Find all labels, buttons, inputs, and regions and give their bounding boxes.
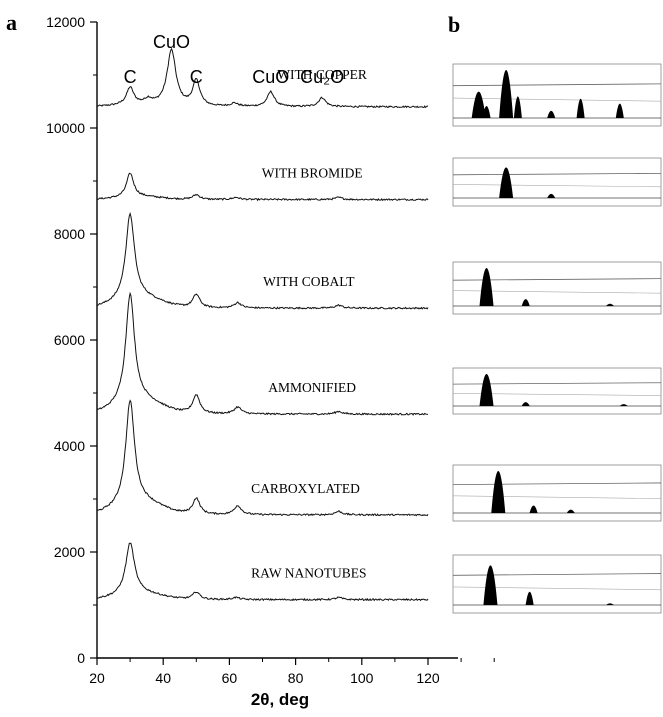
peak-label: Cu₂O [300, 67, 344, 87]
thumbnail-peak [576, 98, 585, 118]
x-tick-label: 20 [89, 670, 105, 686]
series-label: RAW NANOTUBES [251, 566, 366, 581]
series-lines [96, 47, 429, 602]
peak-label: C [190, 67, 203, 87]
thumbnail-trace [452, 83, 662, 87]
thumbnail-frame [452, 464, 662, 522]
thumbnail-trace [452, 482, 662, 485]
peak-label: C [124, 67, 137, 87]
thumbnail-trace [452, 184, 662, 188]
y-tick-label: 4000 [54, 438, 85, 454]
series-label: WITH COBALT [263, 274, 355, 289]
thumbnail-peak [471, 91, 486, 118]
panel-b-label: b [448, 12, 460, 37]
series-line [96, 47, 429, 109]
x-tick-label: 100 [350, 670, 374, 686]
thumbnail-trace [452, 495, 662, 499]
thumbnail-frame [452, 157, 662, 207]
thumbnail-peak [547, 193, 556, 198]
series-line [96, 172, 429, 202]
thumbnail-carboxylated [452, 464, 662, 522]
thumbnail-peak [529, 505, 538, 513]
thumbnail-peak [499, 70, 514, 118]
thumbnail-cobalt [452, 261, 662, 315]
y-tick-label: 2000 [54, 544, 85, 560]
thumbnail-peak [521, 402, 530, 406]
thumbnail-raw [452, 554, 662, 614]
thumbnail-peak [566, 509, 575, 513]
series-labels: WITH COPPER WITH BROMIDE WITH COBALT AMMONI… [251, 67, 367, 581]
series-line [97, 399, 429, 517]
series-label: CARBOXYLATED [251, 481, 360, 496]
series-label: WITH COPPER [277, 67, 367, 82]
thumbnail-peak [615, 103, 624, 118]
thumbnail-peak [491, 471, 506, 513]
y-tick-label: 0 [77, 650, 85, 666]
thumbnail-peak [479, 374, 494, 406]
thumbnail-peak [606, 603, 614, 605]
thumbnail-trace [452, 172, 662, 176]
thumbnail-peak [513, 96, 522, 118]
thumbnail-peak [606, 303, 614, 306]
thumbnail-peak [482, 106, 491, 118]
panel-b-thumbnails [452, 63, 662, 614]
series-line [96, 542, 429, 602]
thumbnail-copper [452, 63, 662, 127]
thumbnail-bromide [452, 157, 662, 207]
xrd-chart: 0 2000 4000 6000 8000 10000 12000 20 40 60 80 100 12… [46, 14, 495, 709]
thumbnail-peak [479, 268, 494, 306]
y-tick-label: 12000 [46, 14, 85, 30]
x-tick-label: 80 [288, 670, 304, 686]
series-label: WITH BROMIDE [262, 166, 363, 181]
x-tick-label: 120 [416, 670, 440, 686]
peak-label: CuO [153, 32, 190, 52]
y-tick-label: 8000 [54, 226, 85, 242]
thumbnail-peak [499, 167, 514, 198]
thumbnail-peak [619, 404, 628, 406]
thumbnail-peak [547, 110, 556, 118]
thumbnail-ammonified [452, 367, 662, 415]
thumbnail-peak [483, 565, 498, 605]
panel-a-label: a [6, 10, 17, 35]
chart-axes: 0 2000 4000 6000 8000 10000 12000 20 40 60 80 100 12… [46, 14, 495, 686]
thumbnail-peak [525, 591, 534, 605]
x-tick-label: 40 [155, 670, 171, 686]
thumbnail-peak [521, 299, 530, 306]
thumbnail-trace [452, 97, 662, 102]
y-tick-label: 6000 [54, 332, 85, 348]
series-label: AMMONIFIED [268, 380, 356, 395]
peak-label: CuO [252, 67, 289, 87]
series-line [96, 291, 429, 416]
series-line [96, 211, 429, 310]
x-axis-label: 2θ, deg [251, 690, 309, 709]
y-tick-label: 10000 [46, 120, 85, 136]
x-tick-label: 60 [222, 670, 238, 686]
